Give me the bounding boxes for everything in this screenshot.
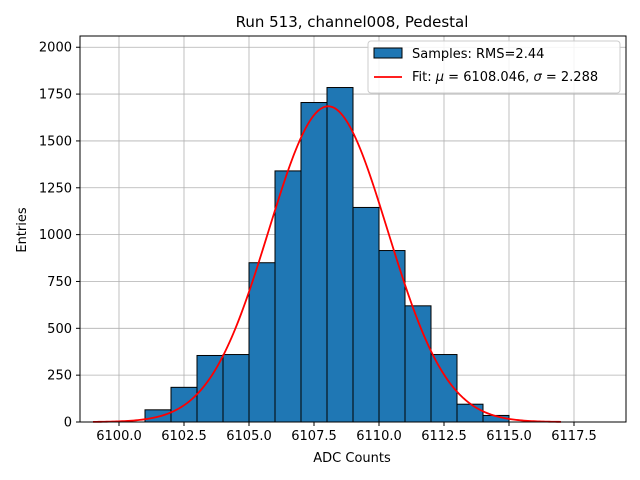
legend-samples-swatch — [373, 47, 403, 59]
x-axis-ticks: 6100.0 6102.5 6105.0 6107.5 6110.0 6112.5 6115… — [96, 422, 597, 444]
legend-fit-sigma-symbol: σ — [534, 70, 543, 85]
histogram-bars — [144, 87, 510, 423]
y-tick-label-7: 1750 — [39, 88, 72, 103]
x-tick-label-6: 6115.0 — [486, 429, 532, 444]
x-tick-label-4: 6110.0 — [356, 429, 402, 444]
x-tick-label-1: 6102.5 — [161, 429, 207, 444]
y-tick-label-1: 250 — [47, 369, 72, 384]
legend: Samples: RMS=2.44 Fit: μ = 6108.046, σ =… — [367, 40, 621, 94]
y-axis-label: Entries — [15, 207, 30, 253]
gaussian-fit-line — [92, 105, 562, 423]
y-tick-label-0: 0 — [64, 416, 72, 431]
axes-frame — [79, 35, 627, 423]
x-tick-label-7: 6117.5 — [551, 429, 597, 444]
bar-8 — [352, 206, 380, 423]
bar-6 — [300, 102, 328, 423]
bar-7 — [326, 87, 354, 423]
y-tick-label-5: 1250 — [39, 181, 72, 196]
y-tick-label-8: 2000 — [39, 41, 72, 56]
legend-fit-prefix: Fit: — [412, 70, 436, 85]
legend-samples-label: Samples: RMS=2.44 — [412, 47, 544, 62]
legend-box — [367, 40, 621, 94]
y-tick-label-4: 1000 — [39, 228, 72, 243]
legend-fit-mu-symbol: μ — [435, 70, 444, 85]
bar-12 — [456, 403, 484, 423]
chart-title: Run 513, channel008, Pedestal — [236, 13, 469, 31]
x-axis-label: ADC Counts — [313, 451, 391, 466]
bar-3 — [222, 354, 250, 423]
y-tick-label-3: 750 — [47, 275, 72, 290]
x-tick-label-3: 6107.5 — [291, 429, 337, 444]
bar-10 — [404, 305, 432, 423]
bar-11 — [430, 354, 458, 423]
legend-fit-sigma-value: = 2.288 — [542, 70, 598, 85]
bar-9 — [378, 250, 406, 423]
x-tick-label-5: 6112.5 — [421, 429, 467, 444]
x-tick-label-0: 6100.0 — [96, 429, 142, 444]
y-axis-ticks: 0 250 500 750 1000 1250 1500 1750 2000 — [39, 41, 80, 431]
bar-5 — [274, 170, 302, 423]
y-tick-label-6: 1500 — [39, 134, 72, 149]
legend-fit-label: Fit: μ = 6108.046, σ = 2.288 — [412, 70, 598, 85]
bar-4 — [248, 262, 276, 423]
x-tick-label-2: 6105.0 — [226, 429, 272, 444]
y-tick-label-2: 500 — [47, 322, 72, 337]
legend-fit-mu-value: = 6108.046, — [444, 70, 533, 85]
